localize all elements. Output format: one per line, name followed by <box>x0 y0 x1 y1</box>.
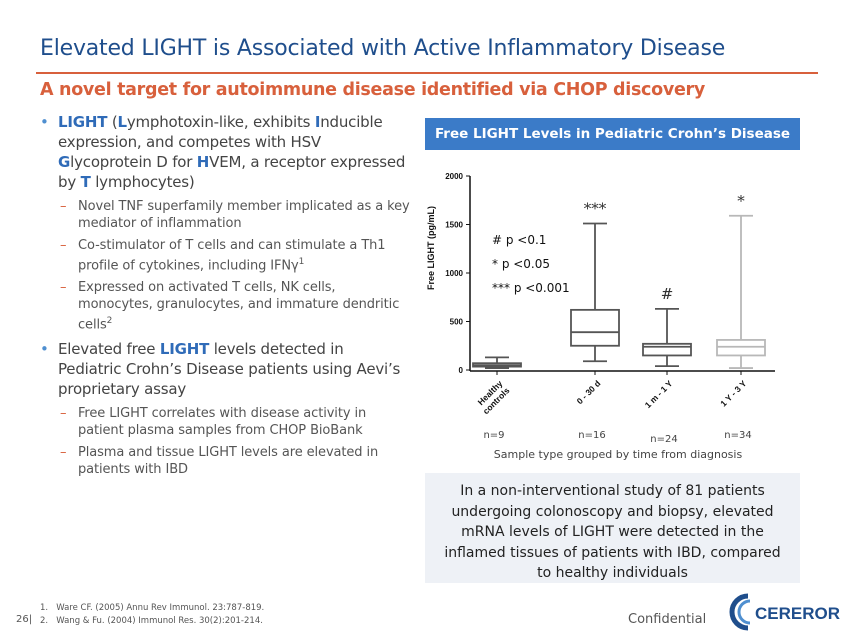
dash-icon: – <box>60 238 67 253</box>
sub-bullet-text: Co-stimulator of T cells and can stimula… <box>78 238 386 274</box>
n-label: n=16 <box>578 430 605 441</box>
text-segment: Elevated free <box>58 339 160 358</box>
x-category-label-line: 1 m - 1 Y <box>643 378 675 410</box>
y-axis-label: Free LIGHT (pg/mL) <box>426 206 436 290</box>
text-segment: VEM, a receptor expressed by <box>58 153 406 191</box>
company-logo: CEREROR <box>729 593 840 631</box>
highlight-letter: H <box>196 153 210 171</box>
dash-icon: – <box>60 280 67 296</box>
boxplot-chart: Free LIGHT (pg/mL) 0 500 1000 1500 2000 Healt… <box>426 172 775 461</box>
title-divider <box>36 72 818 74</box>
highlight-light: LIGHT <box>159 339 210 358</box>
box-iqr <box>570 308 620 347</box>
box-iqr <box>642 342 692 357</box>
significance-marker: *** <box>584 200 607 218</box>
plot-area: 0 500 1000 1500 2000 Healthycontrols n=9 0 - 30… <box>445 172 775 445</box>
confidential-label: Confidential <box>628 612 707 627</box>
significance-legend-item: * p <0.05 <box>492 257 550 271</box>
highlight-letter: I <box>314 113 321 131</box>
text-segment: nducible expression, and competes with H… <box>58 113 383 151</box>
x-category-label: 0 - 30 d <box>575 378 603 406</box>
significance-legend-item: # p <0.1 <box>492 233 546 247</box>
x-category-label: 1 Y - 3 Y <box>718 378 748 408</box>
bullet-dot-icon: • <box>40 113 49 131</box>
n-label: n=34 <box>724 430 751 441</box>
highlight-letter: G <box>58 153 71 171</box>
text-segment: lycoprotein D for <box>70 153 197 171</box>
sub-bullet-text: Plasma and tissue LIGHT levels are eleva… <box>78 444 379 477</box>
y-tick-label: 2000 <box>445 172 463 181</box>
study-note: In a non-interventional study of 81 pati… <box>425 473 800 583</box>
chart-header: Free LIGHT Levels in Pediatric Crohn’s D… <box>425 118 800 150</box>
footnote-1: 1. Ware CF. (2005) Annu Rev Immunol. 23:… <box>40 603 264 613</box>
bullet-light-definition: • LIGHT (Lymphotoxin-like, exhibits Indu… <box>40 112 410 192</box>
sub-bullet: – Plasma and tissue LIGHT levels are elev… <box>40 444 410 478</box>
highlight-light: LIGHT <box>58 113 108 131</box>
x-category-label-line: 1 Y - 3 Y <box>718 378 748 408</box>
highlight-letter: T <box>80 173 91 191</box>
slide-title: Elevated LIGHT is Associated with Active… <box>40 36 726 61</box>
significance-legend-item: *** p <0.001 <box>492 281 570 295</box>
text-segment: ( <box>107 113 118 131</box>
text-segment: levels detected in Pediatric Crohn’s Dis… <box>58 339 401 398</box>
sub-bullet: – Novel TNF superfamily member implicated… <box>40 198 410 232</box>
logo-arc-icon <box>737 599 751 625</box>
footnote-text: Wang & Fu. (2004) Immunol Res. 30(2):201… <box>56 616 263 626</box>
footnote-ref: 2 <box>106 316 113 327</box>
footnote-number: 2. <box>40 616 49 626</box>
y-tick-label: 1000 <box>445 269 463 278</box>
text-segment: ymphotoxin-like, exhibits <box>126 113 315 131</box>
footnote-text: Ware CF. (2005) Annu Rev Immunol. 23:787… <box>56 603 265 613</box>
logo-wordmark: CEREROR <box>755 604 840 623</box>
slide-subtitle: A novel target for autoimmune disease id… <box>40 80 705 100</box>
text-segment: lymphocytes) <box>90 173 195 191</box>
sub-bullet: – Co-stimulator of T cells and can stimul… <box>40 237 410 274</box>
footnote-number: 1. <box>40 603 49 613</box>
sub-bullet: – Free LIGHT correlates with disease acti… <box>40 405 410 439</box>
significance-marker: # <box>661 285 674 303</box>
x-category-label: 1 m - 1 Y <box>643 378 675 410</box>
bullet-list: • LIGHT (Lymphotoxin-like, exhibits Indu… <box>40 112 410 483</box>
dash-icon: – <box>60 444 67 460</box>
footnote-2: 2. Wang & Fu. (2004) Immunol Res. 30(2):… <box>40 616 263 626</box>
y-tick-label: 0 <box>459 366 464 375</box>
box-iqr <box>716 339 766 357</box>
sub-bullet-text: Novel TNF superfamily member implicated … <box>78 199 410 231</box>
logo-arc-icon <box>729 593 749 631</box>
bullet-elevated-light: • Elevated free LIGHT levels detected in… <box>40 339 410 399</box>
x-category-label-line: 0 - 30 d <box>575 378 603 406</box>
y-tick-label: 1500 <box>445 221 463 230</box>
highlight-letter: L <box>117 113 127 131</box>
y-tick-label: 500 <box>450 318 464 327</box>
significance-marker: * <box>737 192 745 210</box>
sub-bullet: – Expressed on activated T cells, NK cell… <box>40 279 410 333</box>
sub-bullet-text: Expressed on activated T cells, NK cells… <box>78 280 400 333</box>
footnote-ref: 1 <box>298 257 305 267</box>
dash-icon: – <box>60 405 67 421</box>
x-axis-label: Sample type grouped by time from diagnos… <box>494 448 743 461</box>
n-label: n=24 <box>650 434 677 445</box>
bullet-dot-icon: • <box>40 339 49 358</box>
dash-icon: – <box>60 199 67 214</box>
page-number: 26| <box>16 614 33 625</box>
sub-bullet-text: Free LIGHT correlates with disease activ… <box>78 405 367 438</box>
n-label: n=9 <box>483 430 504 441</box>
x-category-label: Healthycontrols <box>474 378 512 416</box>
